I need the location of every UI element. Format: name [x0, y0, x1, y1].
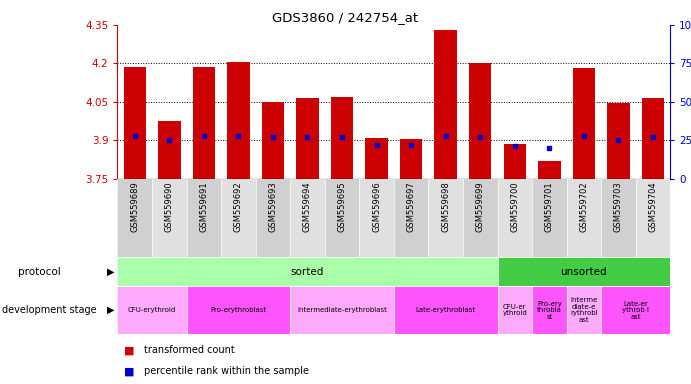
- Bar: [498, 179, 532, 257]
- Bar: [498, 257, 670, 286]
- Bar: [325, 179, 359, 257]
- Bar: [158, 121, 180, 179]
- Bar: [532, 286, 567, 334]
- Text: GSM559703: GSM559703: [614, 181, 623, 232]
- Bar: [573, 68, 595, 179]
- Text: GSM559691: GSM559691: [199, 181, 209, 232]
- Bar: [359, 179, 394, 257]
- Bar: [296, 98, 319, 179]
- Bar: [463, 179, 498, 257]
- Text: Intermediate-erythroblast: Intermediate-erythroblast: [297, 307, 387, 313]
- Bar: [498, 286, 532, 334]
- Text: ▶: ▶: [106, 305, 114, 315]
- Bar: [532, 179, 567, 257]
- Text: GSM559701: GSM559701: [545, 181, 554, 232]
- Text: Late-erythroblast: Late-erythroblast: [415, 307, 476, 313]
- Bar: [636, 179, 670, 257]
- Text: GSM559693: GSM559693: [268, 181, 278, 232]
- Bar: [187, 286, 290, 334]
- Bar: [469, 63, 491, 179]
- Text: Interme
diate-e
rythrobl
ast: Interme diate-e rythrobl ast: [570, 297, 598, 323]
- Bar: [256, 179, 290, 257]
- Text: development stage: development stage: [2, 305, 97, 315]
- Bar: [394, 286, 498, 334]
- Bar: [601, 179, 636, 257]
- Bar: [290, 286, 394, 334]
- Text: GSM559689: GSM559689: [130, 181, 140, 232]
- Text: sorted: sorted: [291, 266, 324, 277]
- Text: GSM559700: GSM559700: [510, 181, 520, 232]
- Text: GSM559696: GSM559696: [372, 181, 381, 232]
- Text: ■: ■: [124, 366, 135, 376]
- Text: CFU-erythroid: CFU-erythroid: [128, 307, 176, 313]
- Text: GSM559702: GSM559702: [579, 181, 589, 232]
- Bar: [504, 144, 526, 179]
- Bar: [607, 103, 630, 179]
- Text: GSM559697: GSM559697: [406, 181, 416, 232]
- Bar: [117, 257, 498, 286]
- Bar: [642, 98, 664, 179]
- Bar: [538, 161, 560, 179]
- Bar: [400, 139, 422, 179]
- Text: GSM559699: GSM559699: [475, 181, 485, 232]
- Text: GSM559698: GSM559698: [441, 181, 451, 232]
- Bar: [227, 62, 249, 179]
- Text: GSM559695: GSM559695: [337, 181, 347, 232]
- Text: protocol: protocol: [18, 266, 60, 277]
- Text: GSM559704: GSM559704: [648, 181, 658, 232]
- Bar: [193, 67, 215, 179]
- Text: Late-er
ythrob l
ast: Late-er ythrob l ast: [622, 301, 650, 319]
- Text: percentile rank within the sample: percentile rank within the sample: [144, 366, 309, 376]
- Text: Pro-ery
throbla
st: Pro-ery throbla st: [537, 301, 562, 319]
- Bar: [366, 137, 388, 179]
- Text: GSM559690: GSM559690: [164, 181, 174, 232]
- Bar: [428, 179, 463, 257]
- Bar: [152, 179, 187, 257]
- Text: GDS3860 / 242754_at: GDS3860 / 242754_at: [272, 12, 419, 25]
- Text: transformed count: transformed count: [144, 345, 234, 355]
- Bar: [117, 286, 187, 334]
- Bar: [117, 179, 152, 257]
- Bar: [601, 286, 670, 334]
- Bar: [187, 179, 221, 257]
- Text: Pro-erythroblast: Pro-erythroblast: [210, 307, 267, 313]
- Text: unsorted: unsorted: [560, 266, 607, 277]
- Bar: [394, 179, 428, 257]
- Bar: [221, 179, 256, 257]
- Text: GSM559692: GSM559692: [234, 181, 243, 232]
- Text: CFU-er
ythroid: CFU-er ythroid: [502, 304, 527, 316]
- Text: GSM559694: GSM559694: [303, 181, 312, 232]
- Text: ▶: ▶: [106, 266, 114, 277]
- Bar: [290, 179, 325, 257]
- Bar: [124, 67, 146, 179]
- Text: ■: ■: [124, 345, 135, 355]
- Bar: [567, 179, 601, 257]
- Bar: [331, 97, 353, 179]
- Bar: [262, 102, 284, 179]
- Bar: [435, 30, 457, 179]
- Bar: [567, 286, 601, 334]
